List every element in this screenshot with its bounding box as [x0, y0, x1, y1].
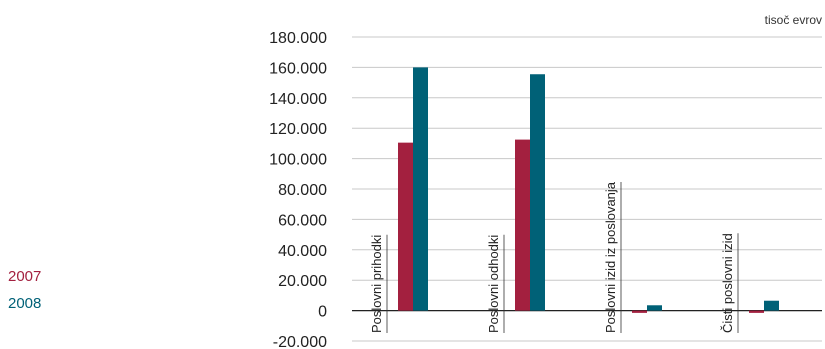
- bar-2008-1: [530, 74, 545, 311]
- gridlines: [352, 36, 822, 342]
- bar-2007-2: [632, 310, 647, 313]
- y-tick-label: 20.000: [278, 273, 327, 290]
- category-label-text: Poslovni odhodki: [486, 235, 501, 333]
- bars: [398, 67, 779, 313]
- y-tick-label: 100.000: [269, 152, 327, 169]
- y-axis-ticks: 180.000 160.000 140.000 120.000 100.000 80.00…: [269, 30, 327, 349]
- y-tick-label: 80.000: [278, 182, 327, 199]
- bar-2007-1: [515, 139, 530, 311]
- y-tick-label: 140.000: [269, 91, 327, 108]
- category-labels: Poslovni prihodki Poslovni odhodki Poslovn…: [369, 181, 739, 333]
- category-label-text: Čisti poslovni izid: [720, 233, 735, 333]
- bar-2007-0: [398, 142, 413, 311]
- bar-2008-0: [413, 67, 428, 311]
- legend-item-2008: 2008: [8, 295, 42, 312]
- y-tick-label: 60.000: [278, 212, 327, 229]
- legend-item-2007: 2007: [8, 268, 42, 285]
- unit-label: tisoč evrov: [765, 13, 822, 27]
- y-tick-label: 180.000: [269, 30, 327, 47]
- category-label: Čisti poslovni izid: [720, 233, 739, 333]
- y-tick-label: 0: [318, 304, 327, 321]
- y-tick-label: 40.000: [278, 243, 327, 260]
- bar-2008-2: [647, 305, 662, 311]
- y-tick-label: 120.000: [269, 121, 327, 138]
- bar-2008-3: [764, 300, 779, 311]
- category-label: Poslovni odhodki: [486, 235, 505, 333]
- category-label-text: Poslovni izid iz poslovanja: [603, 181, 618, 333]
- category-label: Poslovni prihodki: [369, 235, 388, 333]
- category-label-text: Poslovni prihodki: [369, 235, 384, 333]
- category-label: Poslovni izid iz poslovanja: [603, 181, 622, 333]
- bar-2007-3: [749, 310, 764, 313]
- y-tick-label: -20.000: [273, 334, 327, 349]
- y-tick-label: 160.000: [269, 60, 327, 77]
